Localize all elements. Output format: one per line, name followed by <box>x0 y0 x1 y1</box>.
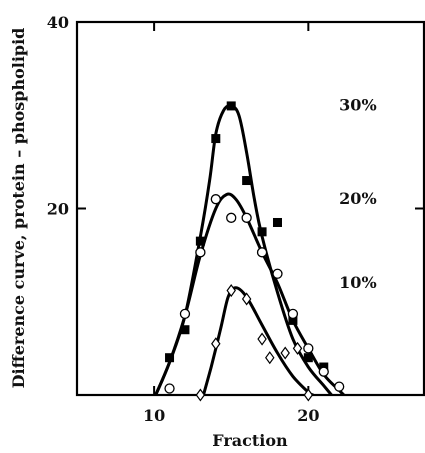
point-20pct <box>164 383 175 394</box>
series-label: 10% <box>339 273 376 292</box>
point-10pct <box>257 332 267 346</box>
point-30pct <box>242 176 252 186</box>
point-20pct <box>179 308 191 320</box>
point-30pct <box>195 236 205 246</box>
point-30pct <box>180 325 190 335</box>
series-labels: 30% 20% 10% <box>339 96 376 292</box>
point-20pct <box>318 366 329 377</box>
point-20pct <box>256 247 268 258</box>
point-20pct <box>334 381 345 392</box>
point-30pct <box>272 217 282 227</box>
point-10pct <box>195 388 206 402</box>
point-20pct <box>226 212 237 223</box>
point-20pct <box>303 343 314 354</box>
point-10pct <box>280 346 290 360</box>
fitted-curves <box>154 104 345 397</box>
point-10pct <box>265 351 275 365</box>
point-20pct <box>210 194 221 205</box>
point-10pct <box>292 341 303 355</box>
point-20pct <box>195 247 206 258</box>
point-10pct <box>241 292 252 306</box>
point-20pct <box>287 308 299 320</box>
series-label: 30% <box>339 96 376 115</box>
curve-20pct <box>154 192 345 397</box>
point-10pct <box>303 388 314 402</box>
x-tick-label: 10 <box>143 406 165 425</box>
axis-ticks: 10 20 20 40 <box>47 13 424 425</box>
point-30pct <box>226 101 236 111</box>
data-points <box>164 101 345 402</box>
point-20pct <box>272 268 283 279</box>
y-tick-label: 40 <box>47 13 69 32</box>
point-10pct <box>211 337 221 351</box>
x-axis-title: Fraction <box>212 431 288 450</box>
x-tick-label: 20 <box>297 406 319 425</box>
series-label: 20% <box>339 189 376 208</box>
point-30pct <box>288 315 298 325</box>
point-30pct <box>257 227 267 237</box>
plot-frame <box>75 20 425 397</box>
point-30pct <box>211 134 221 144</box>
y-tick-label: 20 <box>47 200 69 219</box>
point-20pct <box>241 212 252 223</box>
point-10pct <box>226 284 236 298</box>
point-30pct <box>165 353 175 363</box>
point-30pct <box>303 353 313 363</box>
y-axis-title: Difference curve, protein – phospholipid <box>9 28 28 389</box>
curve-10pct <box>202 286 314 397</box>
